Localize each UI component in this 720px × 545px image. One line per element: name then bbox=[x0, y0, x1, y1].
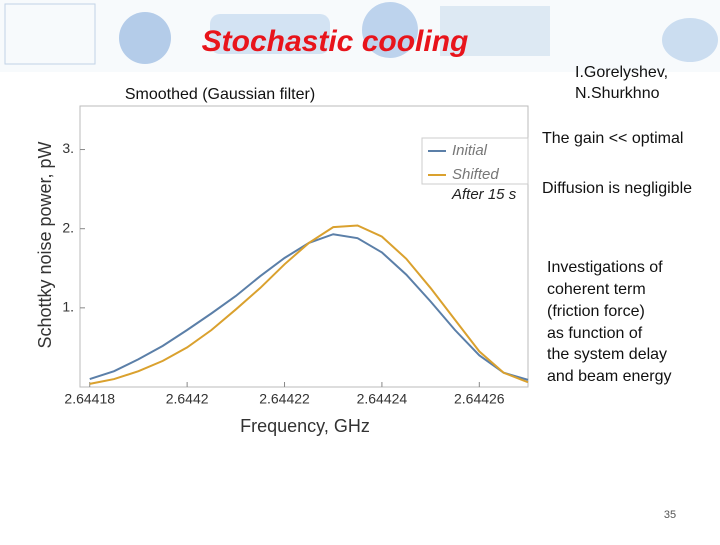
authors: N.Shurkhno bbox=[575, 85, 660, 102]
x-tick-label: 2.64424 bbox=[357, 391, 408, 407]
banner-figure bbox=[662, 18, 718, 62]
note: Diffusion is negligible bbox=[542, 180, 692, 197]
legend-box bbox=[421, 137, 529, 185]
paragraph-line: (friction force) bbox=[547, 303, 645, 320]
legend-label: Shifted bbox=[452, 166, 499, 183]
x-tick-label: 2.64426 bbox=[454, 391, 505, 407]
page-number: 35 bbox=[664, 509, 676, 521]
paragraph-line: and beam energy bbox=[547, 368, 672, 385]
y-axis-label: Schottky noise power, pW bbox=[35, 141, 55, 348]
data-line bbox=[89, 224, 529, 385]
x-axis-label: Frequency, GHz bbox=[240, 416, 370, 436]
banner-figure bbox=[119, 12, 171, 64]
paragraph-line: Investigations of bbox=[547, 259, 663, 276]
legend-label: Initial bbox=[452, 142, 488, 159]
data-line bbox=[89, 233, 529, 381]
y-tick-label: 1. bbox=[62, 299, 74, 315]
banner-figure bbox=[362, 2, 418, 58]
x-tick-label: 2.64422 bbox=[259, 391, 310, 407]
paragraph-line: the system delay bbox=[547, 346, 667, 363]
paragraph-line: as function of bbox=[547, 325, 643, 342]
banner bbox=[0, 0, 720, 72]
y-tick-label: 2. bbox=[62, 219, 74, 235]
x-tick-label: 2.64418 bbox=[64, 391, 115, 407]
paragraph-line: coherent term bbox=[547, 281, 646, 298]
x-tick-label: 2.6442 bbox=[166, 391, 209, 407]
slide-title: Stochastic cooling bbox=[202, 25, 469, 58]
authors: I.Gorelyshev, bbox=[575, 64, 668, 81]
banner-figure bbox=[210, 14, 330, 54]
note: The gain << optimal bbox=[542, 130, 683, 147]
subtitle: Smoothed (Gaussian filter) bbox=[125, 86, 315, 103]
banner-figure bbox=[440, 6, 550, 56]
annotation: After 15 s bbox=[451, 186, 517, 203]
banner-figure bbox=[4, 3, 96, 65]
banner-bg bbox=[0, 0, 720, 72]
y-tick-label: 3. bbox=[62, 140, 74, 156]
plot-frame bbox=[79, 105, 529, 388]
